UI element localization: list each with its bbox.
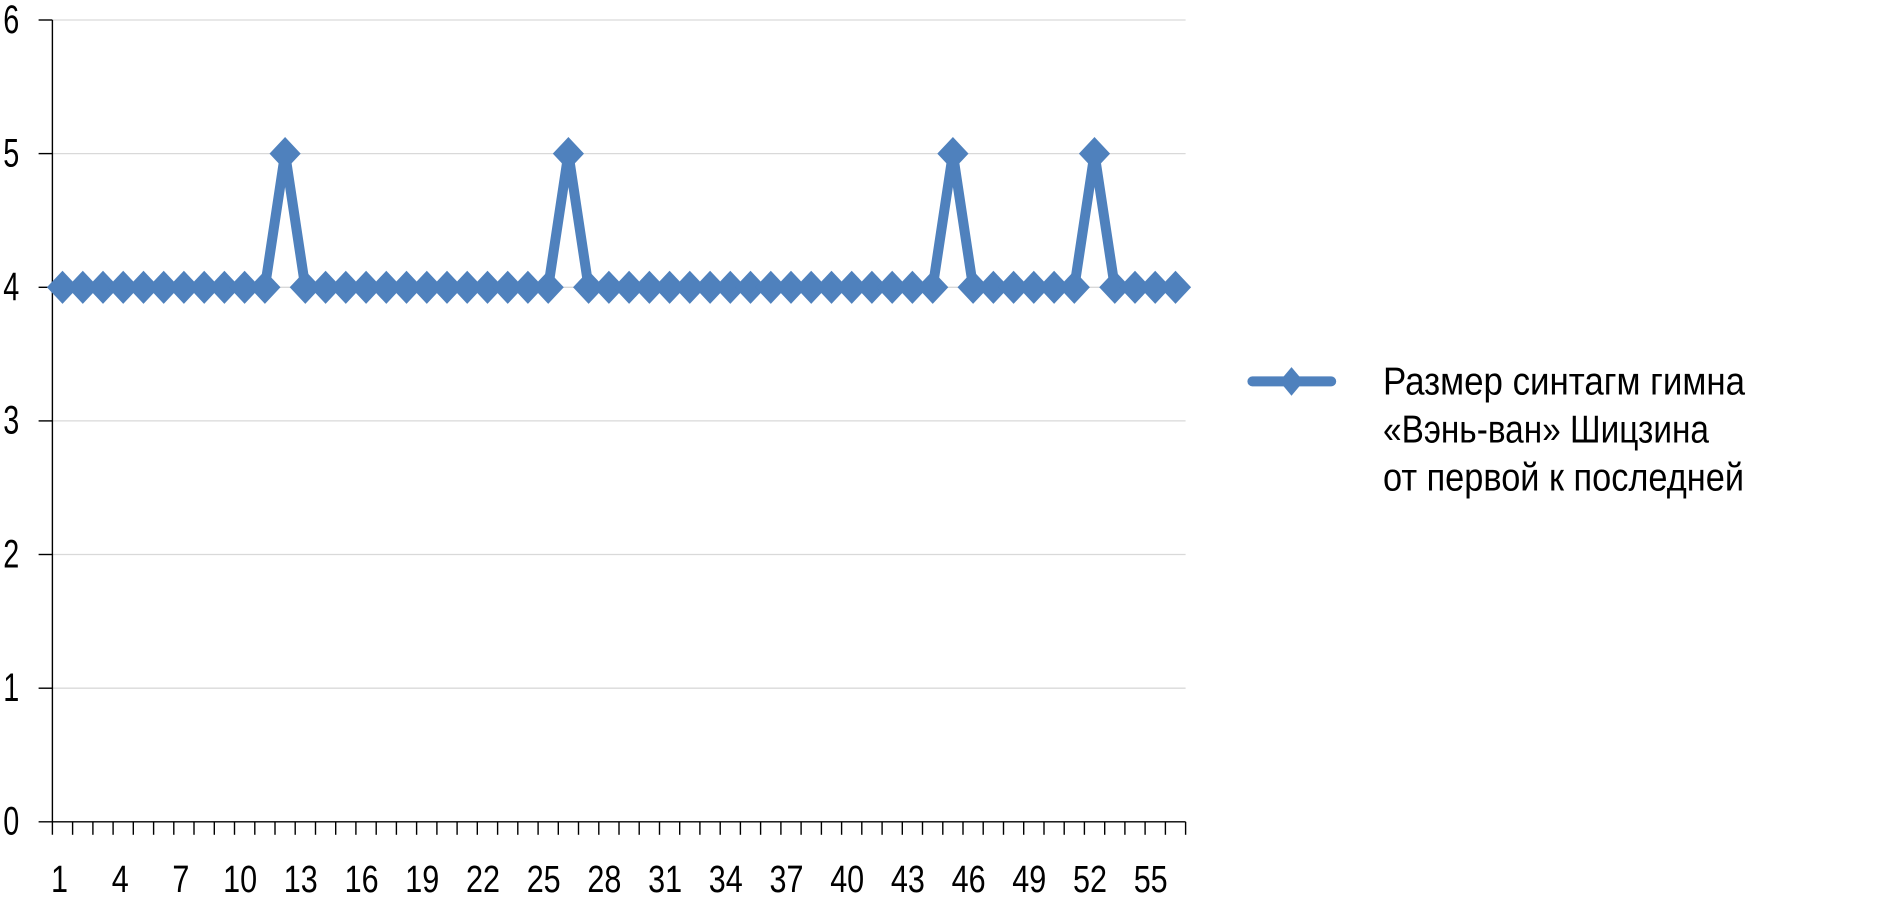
- svg-text:55: 55: [1134, 859, 1168, 895]
- svg-text:46: 46: [952, 859, 986, 895]
- svg-text:от первой к последней: от первой к последней: [1383, 457, 1744, 500]
- svg-text:1: 1: [3, 666, 19, 710]
- svg-text:2: 2: [3, 532, 19, 576]
- svg-text:22: 22: [466, 859, 500, 895]
- svg-text:4: 4: [112, 859, 129, 895]
- svg-text:28: 28: [587, 859, 621, 895]
- svg-text:31: 31: [648, 859, 682, 895]
- svg-text:49: 49: [1012, 859, 1046, 895]
- svg-text:16: 16: [345, 859, 379, 895]
- svg-text:25: 25: [527, 859, 561, 895]
- svg-text:13: 13: [284, 859, 318, 895]
- svg-text:10: 10: [223, 859, 257, 895]
- svg-text:6: 6: [3, 0, 19, 42]
- svg-text:0: 0: [3, 800, 19, 844]
- svg-text:34: 34: [709, 859, 743, 895]
- svg-text:4: 4: [3, 265, 19, 309]
- svg-text:«Вэнь-ван» Шицзина: «Вэнь-ван» Шицзина: [1383, 409, 1709, 452]
- svg-text:7: 7: [172, 859, 189, 895]
- svg-text:19: 19: [405, 859, 439, 895]
- svg-text:1: 1: [51, 859, 68, 895]
- svg-text:40: 40: [830, 859, 864, 895]
- svg-text:3: 3: [3, 399, 19, 443]
- svg-text:37: 37: [770, 859, 804, 895]
- svg-text:52: 52: [1073, 859, 1107, 895]
- svg-text:5: 5: [3, 131, 19, 175]
- svg-text:Размер синтагм гимна: Размер синтагм гимна: [1383, 361, 1745, 404]
- svg-text:43: 43: [891, 859, 925, 895]
